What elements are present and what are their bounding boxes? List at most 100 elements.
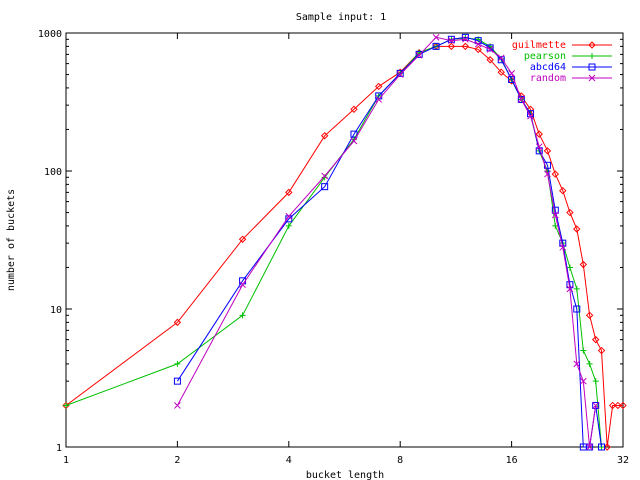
plot-frame bbox=[65, 32, 624, 448]
data-point bbox=[566, 285, 574, 293]
data-point bbox=[588, 74, 596, 82]
x-tick-label: 32 bbox=[617, 455, 629, 466]
y-tick-label: 1000 bbox=[38, 29, 62, 40]
data-point bbox=[566, 208, 574, 217]
data-point bbox=[588, 63, 596, 71]
data-point bbox=[174, 360, 181, 367]
data-point bbox=[591, 335, 600, 344]
data-point bbox=[614, 401, 622, 410]
data-point bbox=[461, 42, 470, 51]
data-point bbox=[497, 56, 505, 64]
data-point bbox=[598, 443, 606, 451]
data-point bbox=[63, 402, 69, 409]
data-point bbox=[559, 186, 567, 195]
data-point bbox=[432, 42, 440, 50]
data-point bbox=[350, 130, 358, 138]
data-point bbox=[448, 37, 455, 45]
data-point bbox=[285, 212, 293, 220]
data-point bbox=[285, 222, 292, 229]
data-point bbox=[592, 378, 599, 385]
data-point bbox=[527, 112, 534, 120]
legend-label: abcd64 bbox=[530, 62, 566, 73]
data-point bbox=[579, 377, 587, 385]
data-point bbox=[285, 188, 293, 197]
data-point bbox=[320, 132, 329, 140]
data-point bbox=[432, 33, 440, 41]
data-point bbox=[573, 225, 581, 233]
data-point bbox=[462, 35, 469, 43]
data-point bbox=[508, 70, 515, 77]
data-point bbox=[486, 46, 494, 53]
data-point bbox=[238, 235, 247, 243]
series-random bbox=[174, 33, 600, 451]
series-abcd64 bbox=[173, 33, 606, 451]
data-point bbox=[580, 347, 587, 354]
data-point bbox=[573, 285, 580, 292]
y-tick-label: 100 bbox=[44, 167, 62, 178]
data-point bbox=[447, 35, 455, 43]
data-point bbox=[415, 51, 423, 59]
data-point bbox=[173, 377, 181, 385]
data-point bbox=[474, 40, 482, 48]
data-point bbox=[375, 82, 383, 91]
data-point bbox=[579, 260, 588, 269]
series-guilmette bbox=[62, 42, 627, 451]
data-point bbox=[474, 45, 482, 54]
axis-ticks: 1 2 4 8 16 32 1 10 100 1000 bbox=[38, 29, 629, 466]
series-line bbox=[176, 36, 597, 448]
x-tick-label: 16 bbox=[506, 455, 518, 466]
data-point bbox=[173, 318, 182, 327]
data-point bbox=[447, 42, 456, 51]
data-point bbox=[375, 96, 383, 103]
data-point bbox=[461, 33, 469, 41]
data-point bbox=[551, 211, 559, 219]
data-point bbox=[551, 170, 560, 178]
data-point bbox=[589, 53, 595, 59]
data-point bbox=[174, 402, 181, 409]
data-point bbox=[350, 105, 358, 113]
data-point bbox=[517, 96, 525, 103]
data-point bbox=[585, 311, 594, 320]
x-tick-label: 1 bbox=[63, 455, 69, 466]
legend-label: guilmette bbox=[512, 40, 566, 51]
data-point bbox=[396, 71, 404, 78]
data-point bbox=[543, 147, 552, 155]
data-point bbox=[497, 54, 505, 62]
data-point bbox=[517, 95, 525, 103]
series-line bbox=[176, 36, 602, 448]
data-point bbox=[535, 143, 543, 151]
x-axis-label: bucket length bbox=[306, 470, 384, 480]
data-point bbox=[396, 69, 404, 77]
data-point bbox=[592, 402, 600, 409]
data-point bbox=[586, 360, 593, 367]
chart-title: Sample input: 1 bbox=[296, 12, 386, 23]
data-point bbox=[608, 401, 617, 410]
data-point bbox=[559, 243, 567, 251]
series-group bbox=[62, 33, 627, 451]
data-point bbox=[573, 305, 581, 313]
data-point bbox=[588, 41, 596, 49]
data-point bbox=[566, 264, 573, 271]
data-point bbox=[350, 137, 358, 145]
data-point bbox=[508, 76, 516, 84]
data-point bbox=[535, 130, 543, 138]
data-point bbox=[239, 312, 246, 319]
data-point bbox=[497, 68, 505, 76]
legend-label: random bbox=[530, 73, 566, 84]
data-point bbox=[321, 183, 329, 191]
data-point bbox=[586, 443, 593, 451]
data-point bbox=[486, 56, 494, 64]
data-point bbox=[619, 401, 627, 410]
y-tick-label: 10 bbox=[50, 305, 62, 316]
x-tick-label: 4 bbox=[286, 455, 292, 466]
data-point bbox=[552, 222, 559, 229]
data-point bbox=[239, 281, 246, 289]
data-point bbox=[544, 170, 551, 178]
x-tick-label: 8 bbox=[397, 455, 403, 466]
y-axis-label: number of buckets bbox=[6, 189, 17, 291]
data-point bbox=[597, 346, 606, 355]
data-point bbox=[321, 172, 329, 180]
data-point bbox=[573, 360, 581, 368]
data-point bbox=[603, 443, 611, 451]
